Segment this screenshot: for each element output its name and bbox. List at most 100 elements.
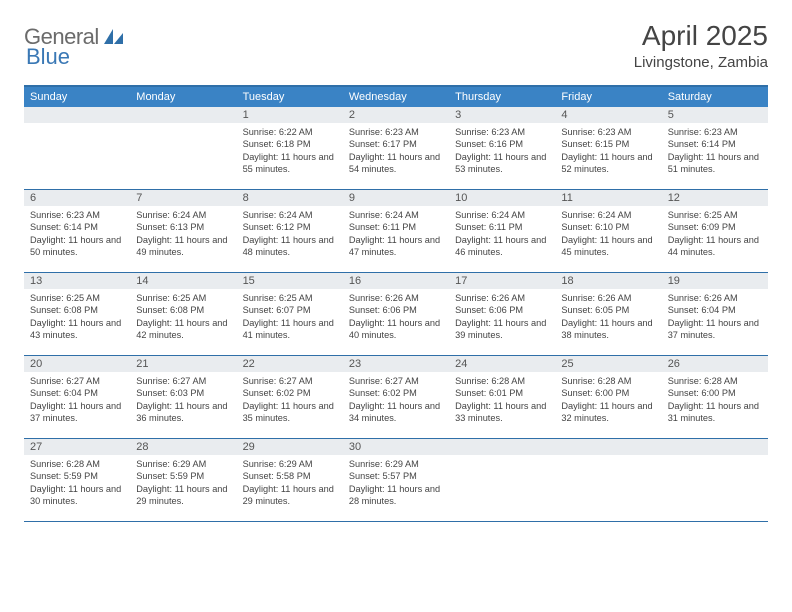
daylight-text: Daylight: 11 hours and 34 minutes. [349, 400, 443, 425]
daylight-text: Daylight: 11 hours and 31 minutes. [668, 400, 762, 425]
day-number: 7 [130, 190, 236, 206]
daylight-text: Daylight: 11 hours and 43 minutes. [30, 317, 124, 342]
daylight-text: Daylight: 11 hours and 41 minutes. [243, 317, 337, 342]
day-details: Sunrise: 6:29 AMSunset: 5:59 PMDaylight:… [130, 455, 236, 512]
sunset-text: Sunset: 6:16 PM [455, 138, 549, 150]
sunset-text: Sunset: 6:12 PM [243, 221, 337, 233]
dow-header-cell: Wednesday [343, 87, 449, 107]
daylight-text: Daylight: 11 hours and 53 minutes. [455, 151, 549, 176]
sunrise-text: Sunrise: 6:24 AM [136, 209, 230, 221]
daylight-text: Daylight: 11 hours and 36 minutes. [136, 400, 230, 425]
dow-header-cell: Thursday [449, 87, 555, 107]
daylight-text: Daylight: 11 hours and 47 minutes. [349, 234, 443, 259]
sunset-text: Sunset: 6:04 PM [668, 304, 762, 316]
day-details: Sunrise: 6:29 AMSunset: 5:57 PMDaylight:… [343, 455, 449, 512]
day-details: Sunrise: 6:26 AMSunset: 6:04 PMDaylight:… [662, 289, 768, 346]
daylight-text: Daylight: 11 hours and 28 minutes. [349, 483, 443, 508]
sunrise-text: Sunrise: 6:22 AM [243, 126, 337, 138]
daylight-text: Daylight: 11 hours and 45 minutes. [561, 234, 655, 259]
calendar-page: General April 2025 Livingstone, Zambia B… [0, 0, 792, 538]
daylight-text: Daylight: 11 hours and 33 minutes. [455, 400, 549, 425]
day-number: 4 [555, 107, 661, 123]
day-cell: 14Sunrise: 6:25 AMSunset: 6:08 PMDayligh… [130, 273, 236, 355]
sunrise-text: Sunrise: 6:24 AM [243, 209, 337, 221]
day-number: 6 [24, 190, 130, 206]
day-cell: 20Sunrise: 6:27 AMSunset: 6:04 PMDayligh… [24, 356, 130, 438]
day-cell: 12Sunrise: 6:25 AMSunset: 6:09 PMDayligh… [662, 190, 768, 272]
day-number: 26 [662, 356, 768, 372]
day-number: 13 [24, 273, 130, 289]
day-number [130, 107, 236, 123]
day-number: 27 [24, 439, 130, 455]
day-details: Sunrise: 6:24 AMSunset: 6:10 PMDaylight:… [555, 206, 661, 263]
day-number: 18 [555, 273, 661, 289]
day-number: 9 [343, 190, 449, 206]
day-details: Sunrise: 6:23 AMSunset: 6:14 PMDaylight:… [662, 123, 768, 180]
day-details: Sunrise: 6:29 AMSunset: 5:58 PMDaylight:… [237, 455, 343, 512]
day-cell: 7Sunrise: 6:24 AMSunset: 6:13 PMDaylight… [130, 190, 236, 272]
sunrise-text: Sunrise: 6:23 AM [30, 209, 124, 221]
sunrise-text: Sunrise: 6:28 AM [30, 458, 124, 470]
sunrise-text: Sunrise: 6:25 AM [30, 292, 124, 304]
day-number [449, 439, 555, 455]
daylight-text: Daylight: 11 hours and 52 minutes. [561, 151, 655, 176]
sunset-text: Sunset: 6:14 PM [30, 221, 124, 233]
dow-header-row: SundayMondayTuesdayWednesdayThursdayFrid… [24, 87, 768, 107]
sunrise-text: Sunrise: 6:23 AM [561, 126, 655, 138]
title-block: April 2025 Livingstone, Zambia [634, 20, 768, 71]
day-details: Sunrise: 6:25 AMSunset: 6:08 PMDaylight:… [130, 289, 236, 346]
dow-header-cell: Sunday [24, 87, 130, 107]
sunset-text: Sunset: 6:11 PM [455, 221, 549, 233]
week-row: 6Sunrise: 6:23 AMSunset: 6:14 PMDaylight… [24, 190, 768, 273]
sunset-text: Sunset: 6:06 PM [455, 304, 549, 316]
page-title: April 2025 [634, 20, 768, 52]
sunset-text: Sunset: 6:05 PM [561, 304, 655, 316]
day-cell: 13 Sunrise: 6:25 AMSunset: 6:08 PMDayligh… [24, 273, 130, 355]
day-details: Sunrise: 6:27 AMSunset: 6:02 PMDaylight:… [343, 372, 449, 429]
day-number: 11 [555, 190, 661, 206]
day-number: 10 [449, 190, 555, 206]
day-number [662, 439, 768, 455]
daylight-text: Daylight: 11 hours and 39 minutes. [455, 317, 549, 342]
sunrise-text: Sunrise: 6:26 AM [455, 292, 549, 304]
day-cell: 21Sunrise: 6:27 AMSunset: 6:03 PMDayligh… [130, 356, 236, 438]
week-row: 27Sunrise: 6:28 AMSunset: 5:59 PMDayligh… [24, 439, 768, 522]
sunrise-text: Sunrise: 6:25 AM [136, 292, 230, 304]
sunset-text: Sunset: 6:15 PM [561, 138, 655, 150]
sunrise-text: Sunrise: 6:26 AM [668, 292, 762, 304]
sunrise-text: Sunrise: 6:28 AM [455, 375, 549, 387]
sunset-text: Sunset: 6:07 PM [243, 304, 337, 316]
daylight-text: Daylight: 11 hours and 29 minutes. [136, 483, 230, 508]
day-cell: 25Sunrise: 6:28 AMSunset: 6:00 PMDayligh… [555, 356, 661, 438]
sunset-text: Sunset: 5:57 PM [349, 470, 443, 482]
sunrise-text: Sunrise: 6:24 AM [455, 209, 549, 221]
daylight-text: Daylight: 11 hours and 32 minutes. [561, 400, 655, 425]
day-number: 20 [24, 356, 130, 372]
empty-day-cell [555, 439, 661, 521]
sunset-text: Sunset: 6:11 PM [349, 221, 443, 233]
day-cell: 2Sunrise: 6:23 AMSunset: 6:17 PMDaylight… [343, 107, 449, 189]
dow-header-cell: Tuesday [237, 87, 343, 107]
day-number: 15 [237, 273, 343, 289]
day-number [555, 439, 661, 455]
sunset-text: Sunset: 6:14 PM [668, 138, 762, 150]
day-details: Sunrise: 6:28 AMSunset: 5:59 PMDaylight:… [24, 455, 130, 512]
dow-header-cell: Saturday [662, 87, 768, 107]
sunset-text: Sunset: 5:59 PM [136, 470, 230, 482]
empty-day-cell [24, 107, 130, 189]
daylight-text: Daylight: 11 hours and 50 minutes. [30, 234, 124, 259]
day-details: Sunrise: 6:24 AMSunset: 6:12 PMDaylight:… [237, 206, 343, 263]
day-number: 22 [237, 356, 343, 372]
sunset-text: Sunset: 5:58 PM [243, 470, 337, 482]
sunrise-text: Sunrise: 6:29 AM [349, 458, 443, 470]
sunset-text: Sunset: 6:08 PM [30, 304, 124, 316]
week-row: 13Sunrise: 6:25 AMSunset: 6:08 PMDayligh… [24, 273, 768, 356]
daylight-text: Daylight: 11 hours and 42 minutes. [136, 317, 230, 342]
calendar-grid: SundayMondayTuesdayWednesdayThursdayFrid… [24, 85, 768, 522]
sunrise-text: Sunrise: 6:28 AM [561, 375, 655, 387]
dow-header-cell: Friday [555, 87, 661, 107]
weeks-container: 1Sunrise: 6:22 AMSunset: 6:18 PMDaylight… [24, 107, 768, 522]
logo-text-blue: Blue [26, 44, 70, 70]
day-cell: 4 Sunrise: 6:23 AMSunset: 6:15 PMDaylight… [555, 107, 661, 189]
day-details: Sunrise: 6:27 AMSunset: 6:04 PMDaylight:… [24, 372, 130, 429]
